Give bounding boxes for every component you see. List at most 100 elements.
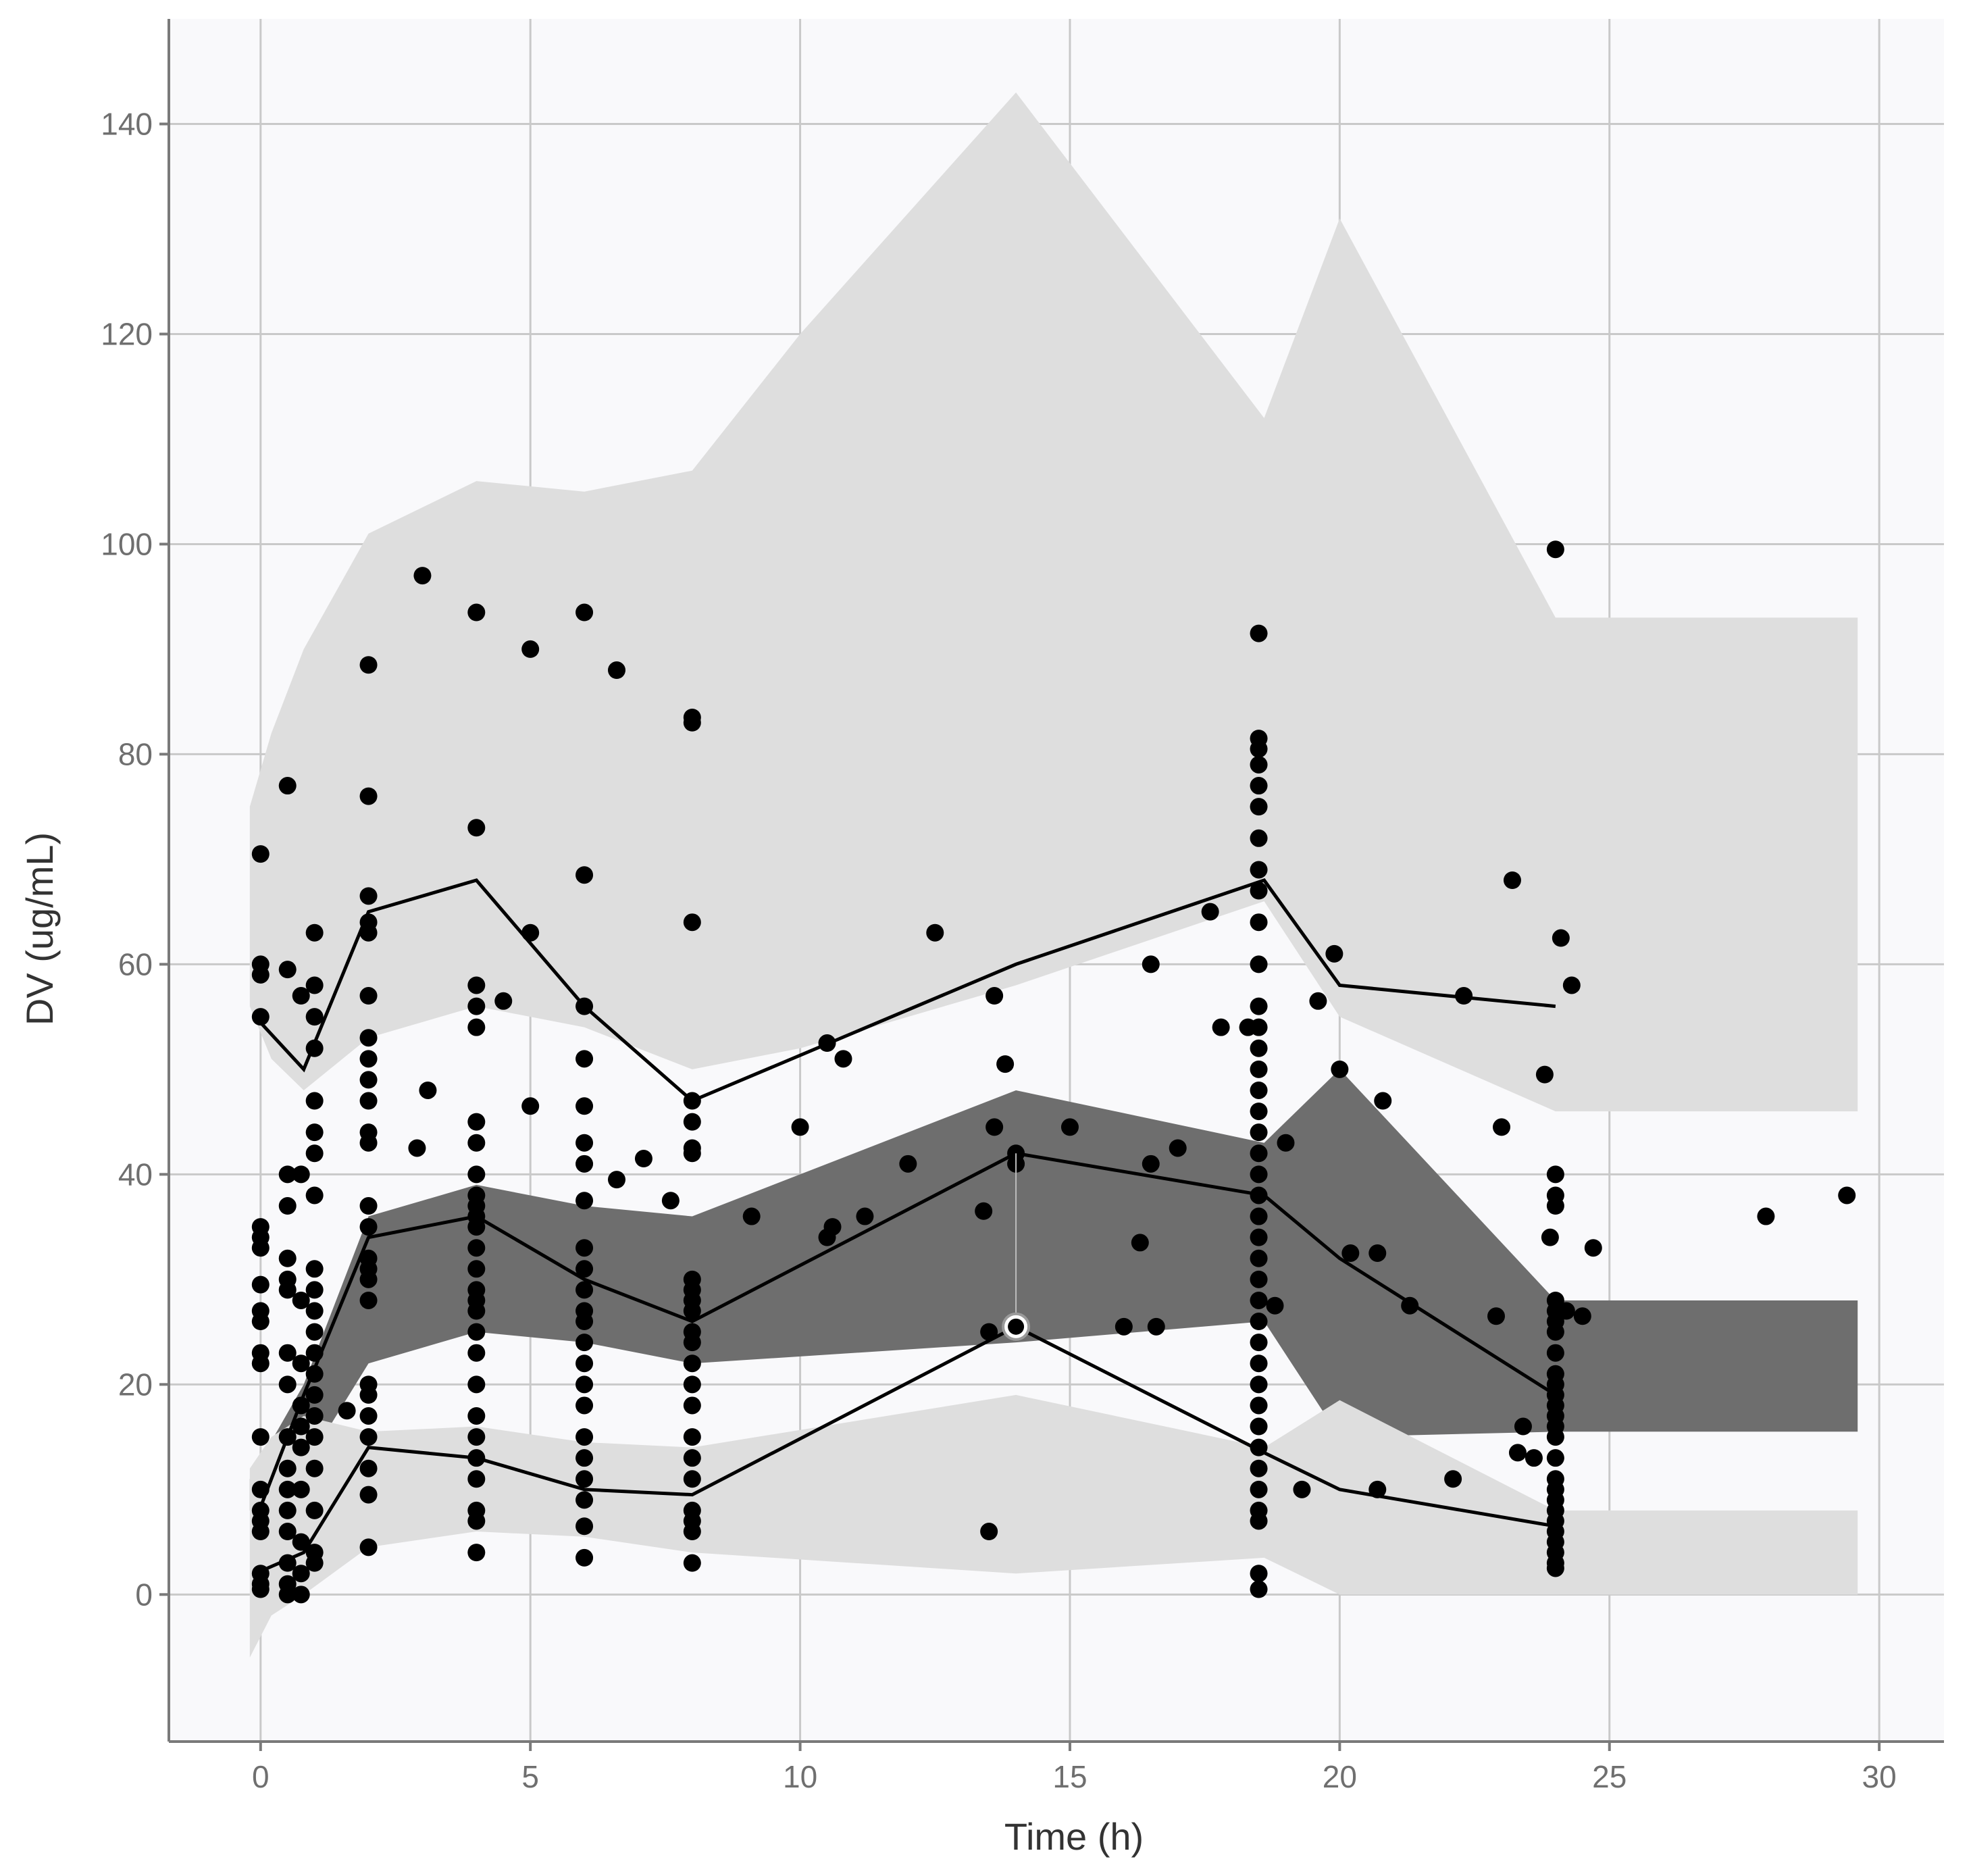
data-point bbox=[683, 713, 701, 732]
data-point bbox=[1250, 755, 1268, 774]
data-point bbox=[683, 1470, 701, 1488]
data-point bbox=[1250, 1291, 1268, 1309]
data-point bbox=[305, 1260, 324, 1278]
data-point bbox=[467, 1018, 486, 1036]
x-tick-label: 0 bbox=[252, 1759, 270, 1794]
data-point bbox=[575, 1517, 594, 1536]
data-point bbox=[1250, 1417, 1268, 1436]
data-point bbox=[1250, 624, 1268, 642]
data-point bbox=[292, 1396, 310, 1415]
data-point bbox=[1250, 1144, 1268, 1163]
y-tick-label: 20 bbox=[118, 1367, 153, 1402]
data-point bbox=[338, 1402, 356, 1420]
data-point bbox=[251, 1523, 270, 1541]
data-point bbox=[1757, 1207, 1775, 1225]
observed-upper-percentile-line bbox=[253, 878, 1556, 1103]
data-point bbox=[1573, 1307, 1591, 1325]
data-point bbox=[1584, 1239, 1602, 1257]
data-point bbox=[1250, 1060, 1268, 1078]
data-point bbox=[292, 1354, 310, 1373]
data-point bbox=[1250, 1334, 1268, 1352]
data-point bbox=[575, 1334, 594, 1352]
data-point bbox=[1266, 1296, 1284, 1315]
data-point bbox=[467, 1428, 486, 1446]
data-point bbox=[467, 1406, 486, 1425]
data-point bbox=[1250, 1396, 1268, 1415]
data-point bbox=[575, 1548, 594, 1567]
data-point bbox=[1374, 1092, 1392, 1110]
x-tick-label: 25 bbox=[1592, 1759, 1627, 1794]
observed-lower-percentile-line bbox=[254, 1325, 1556, 1575]
data-point bbox=[251, 1428, 270, 1446]
data-point bbox=[1250, 1018, 1268, 1036]
data-point bbox=[1060, 1118, 1079, 1136]
data-point bbox=[683, 1354, 701, 1373]
data-point bbox=[575, 1491, 594, 1509]
data-point bbox=[1250, 1228, 1268, 1246]
data-point bbox=[359, 1291, 378, 1309]
data-point bbox=[467, 1302, 486, 1320]
data-point bbox=[661, 1192, 680, 1210]
data-point bbox=[791, 1118, 809, 1136]
data-point bbox=[305, 1144, 324, 1163]
data-point bbox=[278, 1165, 297, 1184]
data-point bbox=[278, 1501, 297, 1519]
data-point bbox=[467, 819, 486, 837]
data-point bbox=[305, 1459, 324, 1477]
data-point bbox=[1250, 1438, 1268, 1456]
data-point bbox=[1169, 1139, 1187, 1157]
data-point bbox=[683, 1144, 701, 1163]
data-point bbox=[1250, 1165, 1268, 1184]
data-point bbox=[359, 1218, 378, 1236]
data-point bbox=[1546, 1344, 1564, 1362]
data-point bbox=[1341, 1244, 1360, 1262]
x-tick-label: 5 bbox=[521, 1759, 539, 1794]
data-point bbox=[1508, 1444, 1527, 1462]
data-point bbox=[292, 1165, 310, 1184]
data-point bbox=[413, 567, 432, 585]
data-point bbox=[1250, 740, 1268, 758]
data-point bbox=[359, 1428, 378, 1446]
data-point bbox=[305, 923, 324, 942]
data-point bbox=[575, 1050, 594, 1068]
data-point bbox=[1131, 1234, 1149, 1252]
data-point bbox=[292, 1438, 310, 1456]
data-point bbox=[359, 1029, 378, 1047]
data-point bbox=[251, 1480, 270, 1498]
data-point bbox=[1557, 1302, 1575, 1320]
data-point bbox=[1250, 777, 1268, 795]
data-point bbox=[278, 1554, 297, 1572]
data-point bbox=[359, 1270, 378, 1288]
data-point bbox=[359, 1134, 378, 1152]
data-point bbox=[996, 1055, 1015, 1073]
data-point bbox=[1535, 1065, 1554, 1084]
data-point bbox=[467, 1544, 486, 1562]
data-point bbox=[278, 777, 297, 795]
data-point bbox=[1250, 955, 1268, 973]
data-point bbox=[1546, 1197, 1564, 1215]
data-point bbox=[305, 1344, 324, 1362]
data-point bbox=[251, 1313, 270, 1331]
data-point bbox=[467, 1239, 486, 1257]
data-point bbox=[1552, 929, 1570, 947]
data-point bbox=[467, 1344, 486, 1362]
data-point bbox=[1401, 1296, 1419, 1315]
tick-labels: 0 20 40 60 80 100 120 140 0 5 10 15 20 25 30 bbox=[101, 106, 1896, 1794]
data-point bbox=[251, 1239, 270, 1257]
data-point bbox=[292, 1586, 310, 1604]
data-point bbox=[823, 1218, 842, 1236]
data-point bbox=[1325, 944, 1343, 963]
data-point bbox=[683, 913, 701, 932]
data-point bbox=[1250, 1207, 1268, 1225]
data-point bbox=[1838, 1186, 1856, 1205]
data-point bbox=[305, 1501, 324, 1519]
data-point bbox=[1250, 1512, 1268, 1530]
data-point bbox=[305, 1123, 324, 1142]
y-tick-label: 80 bbox=[118, 736, 153, 771]
data-point bbox=[1147, 1317, 1165, 1336]
data-point bbox=[1250, 1249, 1268, 1267]
median-prediction-interval-band bbox=[249, 1069, 1858, 1511]
data-point bbox=[980, 1523, 998, 1541]
data-point bbox=[467, 1375, 486, 1394]
data-point bbox=[305, 1281, 324, 1299]
